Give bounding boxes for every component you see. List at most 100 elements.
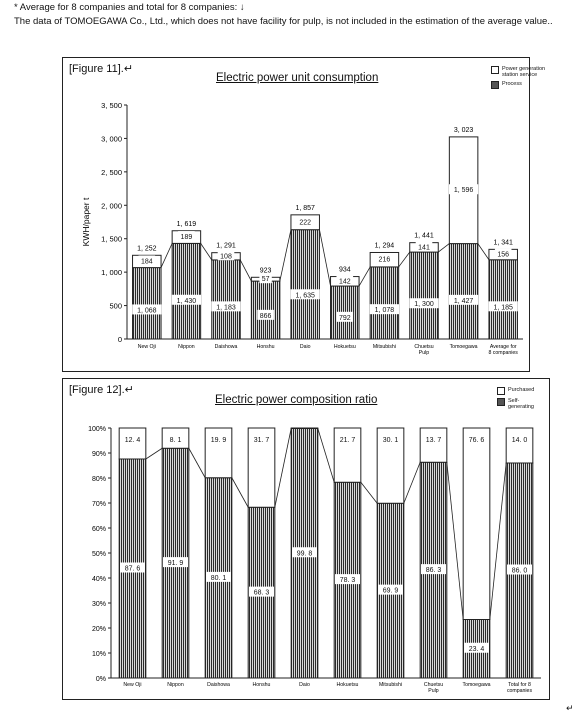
data-label-power-station-bg — [494, 248, 512, 259]
y-tick-label: 3, 500 — [101, 101, 122, 110]
legend-swatch-white — [491, 66, 499, 74]
figure-12-label: [Figure 12].↵ — [69, 384, 134, 396]
data-label-purchased-bg — [165, 434, 186, 444]
connector-line — [200, 243, 213, 261]
y-tick-label: 60% — [92, 526, 106, 533]
x-tick-label: Hokuetsu — [334, 344, 356, 350]
data-label-process: 1, 068 — [137, 307, 157, 314]
data-label-power-station: 142 — [339, 278, 351, 285]
data-label-power-station-bg — [296, 216, 314, 227]
legend-label: Purchased — [508, 387, 535, 393]
y-tick-label: 0% — [96, 676, 106, 683]
data-label-self-generating-bg — [507, 564, 532, 575]
connector-line — [279, 229, 292, 282]
total-label: 1, 252 — [137, 245, 157, 252]
connector-line — [398, 251, 411, 268]
bar-purchased — [462, 427, 491, 620]
data-label-self-generating: 86. 3 — [426, 567, 442, 574]
figure-12-title: Electric power composition ratio — [215, 394, 378, 406]
y-tick-label: 70% — [92, 501, 106, 508]
data-label-process: 1, 078 — [375, 307, 395, 314]
bar-purchased — [290, 427, 319, 429]
bar-purchased — [505, 427, 534, 464]
x-tick-label: Mitsubishi — [379, 682, 402, 688]
data-label-process-bg — [171, 294, 201, 305]
y-tick-label: 20% — [92, 626, 106, 633]
data-label-process-bg — [409, 298, 439, 309]
data-label-power-station: 189 — [181, 234, 193, 241]
data-label-purchased: 76. 6 — [469, 437, 485, 444]
connector-line — [319, 229, 331, 287]
data-label-process: 866 — [260, 313, 272, 320]
connector-line — [145, 447, 163, 460]
data-label-process: 1, 430 — [177, 298, 197, 305]
data-label-process-bg — [369, 304, 399, 315]
data-label-process: 1, 300 — [414, 301, 434, 308]
data-label-purchased: 12. 4 — [125, 437, 141, 444]
page-end-mark: ↵ — [566, 704, 574, 714]
x-tick-label: New Oji — [123, 682, 141, 688]
bar-process — [488, 259, 518, 340]
total-label: 1, 441 — [414, 233, 434, 240]
connector-line — [231, 477, 249, 508]
data-label-self-generating-bg — [163, 557, 188, 568]
x-tick-label: Hokuetsu — [337, 682, 359, 688]
data-label-process-bg — [211, 301, 241, 312]
connector-line — [358, 266, 371, 287]
total-label: 1, 341 — [493, 239, 513, 246]
total-label: 1, 291 — [216, 243, 236, 250]
x-tick-label: Pulp — [419, 350, 429, 356]
data-label-process-bg — [336, 311, 354, 322]
data-label-power-station: 222 — [299, 219, 311, 226]
data-label-purchased-bg — [120, 434, 145, 444]
data-label-purchased-bg — [206, 434, 231, 444]
data-label-power-station-bg — [415, 241, 433, 252]
x-tick-label: New Oji — [138, 344, 156, 350]
connector-line — [477, 243, 490, 261]
y-tick-label: 10% — [92, 651, 106, 658]
data-label-self-generating-bg — [421, 564, 446, 575]
note-line-2: The data of TOMOEGAWA Co., Ltd., which d… — [14, 16, 553, 27]
total-label: 3, 023 — [454, 127, 474, 134]
data-label-self-generating: 87. 6 — [125, 566, 141, 573]
data-label-power-station: 216 — [379, 257, 391, 264]
y-tick-label: 50% — [92, 551, 106, 558]
total-label: 934 — [339, 267, 351, 274]
data-label-power-station: 184 — [141, 258, 153, 265]
x-tick-label: Total for 8 — [508, 682, 531, 688]
data-label-purchased-bg — [507, 434, 532, 444]
data-label-process: 1, 185 — [493, 304, 513, 311]
data-label-process-bg — [132, 304, 162, 315]
x-tick-label: Honshu — [257, 344, 275, 350]
figure-12-legend: Purchased Self-generating — [497, 387, 545, 413]
legend-label: Power generation station service — [502, 66, 546, 78]
bar-process — [290, 229, 320, 340]
x-tick-label: Daio — [300, 344, 311, 350]
legend-swatch-white — [497, 387, 505, 395]
x-tick-label: 8 companies — [488, 350, 518, 356]
data-label-process-bg — [290, 289, 320, 300]
x-tick-label: companies — [507, 688, 532, 694]
data-label-self-generating-bg — [292, 547, 317, 558]
data-label-process: 792 — [339, 315, 351, 322]
data-label-purchased-bg — [421, 434, 446, 444]
y-tick-label: 30% — [92, 601, 106, 608]
x-tick-label: Daishowa — [215, 344, 238, 350]
data-label-purchased-bg — [335, 434, 360, 444]
connector-line — [274, 428, 292, 508]
data-label-self-generating: 91. 9 — [168, 560, 184, 567]
data-label-self-generating-bg — [464, 642, 489, 653]
data-label-process: 1, 183 — [216, 304, 236, 311]
legend-label: Self-generating — [508, 398, 534, 410]
x-tick-label: Honshu — [253, 682, 271, 688]
data-label-purchased: 21. 7 — [340, 437, 356, 444]
y-tick-label: 2, 000 — [101, 201, 122, 210]
legend-label: Process — [502, 81, 522, 87]
x-tick-label: Pulp — [428, 688, 438, 694]
data-label-power-station-bg — [376, 253, 393, 264]
data-label-power-station: 1, 596 — [454, 187, 474, 194]
legend-item-power-station: Power generation station service — [491, 66, 549, 78]
note-line-1: * Average for 8 companies and total for … — [14, 2, 245, 13]
data-label-self-generating-bg — [120, 562, 145, 573]
figure-11-chart: 0 500 1, 000 1, 500 2, 000 2, 500 3, 000 3, 500… — [81, 101, 523, 356]
